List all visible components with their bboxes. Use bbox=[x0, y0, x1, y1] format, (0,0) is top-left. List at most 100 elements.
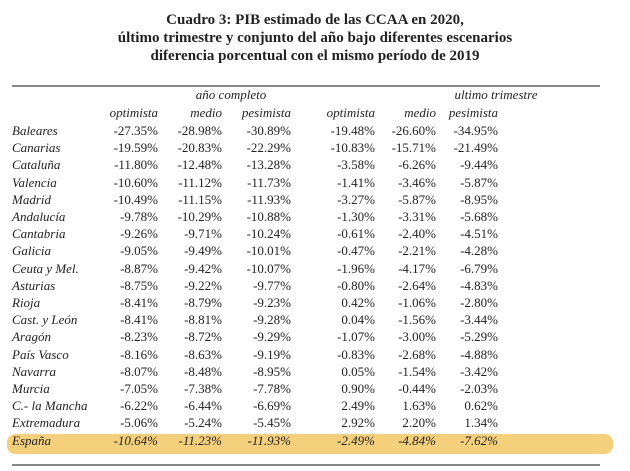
row-label: Madrid bbox=[12, 191, 51, 207]
table-cell: -7.05% bbox=[120, 381, 158, 396]
spain-row-highlight bbox=[7, 434, 613, 454]
table-cell: -1.06% bbox=[398, 295, 436, 310]
table-cell: -7.62% bbox=[460, 432, 498, 448]
table-cell: -8.81% bbox=[184, 312, 222, 328]
table-cell: -8.95% bbox=[253, 363, 291, 379]
row-label: Asturias bbox=[12, 277, 56, 293]
table-cell: -11.93% bbox=[247, 191, 291, 207]
table-cell: -5.68% bbox=[460, 209, 498, 224]
row-label: Baleares bbox=[12, 123, 58, 138]
table-cell: -1.54% bbox=[398, 363, 436, 379]
bottom-rule bbox=[12, 464, 600, 466]
table-cell: -3.58% bbox=[337, 157, 375, 173]
table-cell: -10.49% bbox=[113, 191, 158, 207]
table-cell: -10.01% bbox=[246, 243, 291, 259]
table-cell: -10.83% bbox=[330, 140, 375, 156]
table-cell: -8.72% bbox=[184, 329, 222, 345]
table-cell: -20.83% bbox=[177, 140, 222, 156]
table-cell: -8.07% bbox=[120, 363, 158, 379]
table-cell: -11.12% bbox=[178, 174, 222, 190]
table-cell: -11.23% bbox=[178, 432, 222, 448]
table-cell: -6.26% bbox=[398, 157, 436, 173]
table-cell: -9.19% bbox=[253, 346, 291, 362]
table-cell: -6.22% bbox=[120, 398, 158, 414]
table-cell: -8.75% bbox=[120, 277, 158, 293]
table-cell: 2.49% bbox=[341, 398, 375, 414]
table-cell: -3.44% bbox=[460, 312, 498, 328]
row-label: Extremadura bbox=[12, 415, 81, 431]
table-cell: -0.44% bbox=[398, 381, 436, 396]
table-cell: -5.45% bbox=[253, 415, 291, 431]
table-cell: -9.71% bbox=[184, 226, 222, 242]
table-title-line-3: diferencia porcentual con el mismo perío… bbox=[150, 48, 480, 64]
column-header: pesimista bbox=[448, 105, 498, 120]
row-label: Ceuta y Mel. bbox=[12, 260, 79, 276]
table-cell: -11.73% bbox=[247, 174, 291, 190]
table-cell: -7.78% bbox=[253, 381, 291, 396]
table-cell: -2.64% bbox=[398, 277, 436, 293]
table-cell: -9.29% bbox=[253, 329, 291, 345]
row-label: España bbox=[12, 432, 51, 448]
table-cell: -8.79% bbox=[184, 295, 222, 310]
table-cell: -4.83% bbox=[460, 277, 498, 293]
table-cell: -3.00% bbox=[398, 329, 436, 345]
table-cell: -8.87% bbox=[120, 260, 158, 276]
table-cell: -21.49% bbox=[453, 140, 498, 156]
row-label: Andalucía bbox=[12, 209, 66, 224]
table-cell: -2.49% bbox=[337, 432, 375, 448]
table-cell: -19.59% bbox=[113, 140, 158, 156]
table-cell: -3.42% bbox=[460, 363, 498, 379]
top-rule bbox=[12, 85, 600, 87]
table-cell: -28.98% bbox=[177, 123, 222, 138]
table-cell: -3.27% bbox=[337, 191, 375, 207]
table-cell: -9.77% bbox=[253, 277, 291, 293]
table-cell: -5.24% bbox=[184, 415, 222, 431]
table-cell: -9.42% bbox=[184, 260, 222, 276]
row-label: C.- la Mancha bbox=[12, 398, 88, 414]
row-label: Aragón bbox=[12, 329, 51, 345]
table-cell: 0.62% bbox=[464, 398, 498, 414]
table-cell: -8.63% bbox=[184, 346, 222, 362]
table-cell: -0.47% bbox=[337, 243, 375, 259]
column-header: optimista bbox=[109, 105, 158, 120]
table-cell: -0.83% bbox=[337, 346, 375, 362]
column-header: medio bbox=[190, 105, 222, 120]
table-cell: -0.61% bbox=[337, 226, 375, 242]
table-cell: -15.71% bbox=[391, 140, 436, 156]
table-cell: 1.63% bbox=[402, 398, 436, 414]
table-cell: -8.41% bbox=[120, 295, 158, 310]
table-cell: -10.88% bbox=[246, 209, 291, 224]
table-cell: -2.68% bbox=[398, 346, 436, 362]
table-cell: -3.31% bbox=[398, 209, 436, 224]
table-cell: -9.26% bbox=[120, 226, 158, 242]
table-cell: 2.20% bbox=[402, 415, 436, 431]
table-cell: -5.06% bbox=[120, 415, 158, 431]
column-header: medio bbox=[404, 105, 436, 120]
table-cell: 0.04% bbox=[341, 312, 375, 328]
row-label: Canarias bbox=[12, 140, 61, 156]
table-cell: -30.89% bbox=[246, 123, 291, 138]
table-cell: -6.69% bbox=[253, 398, 291, 414]
table-cell: -2.80% bbox=[460, 295, 498, 310]
table-cell: -1.56% bbox=[398, 312, 436, 328]
table-cell: -2.03% bbox=[460, 381, 498, 396]
table-cell: 0.42% bbox=[341, 295, 375, 310]
table-cell: -10.60% bbox=[113, 174, 158, 190]
row-label: Navarra bbox=[12, 363, 57, 379]
table-cell: -9.05% bbox=[120, 243, 158, 259]
row-label: Cataluña bbox=[12, 157, 61, 173]
table-cell: -1.41% bbox=[337, 174, 375, 190]
table-cell: -10.07% bbox=[246, 260, 291, 276]
table-cell: -22.29% bbox=[246, 140, 291, 156]
row-label: País Vasco bbox=[12, 346, 69, 362]
column-header: optimista bbox=[326, 105, 375, 120]
table-cell: -1.07% bbox=[337, 329, 375, 345]
table-cell: -8.95% bbox=[460, 191, 498, 207]
table-cell: -9.23% bbox=[253, 295, 291, 310]
group-header-quarter: ultimo trimestre bbox=[454, 87, 538, 102]
table-cell: -13.28% bbox=[246, 157, 291, 173]
table-cell: -10.64% bbox=[113, 432, 158, 448]
table-cell: -10.29% bbox=[177, 209, 222, 224]
table-cell: -5.87% bbox=[460, 174, 498, 190]
